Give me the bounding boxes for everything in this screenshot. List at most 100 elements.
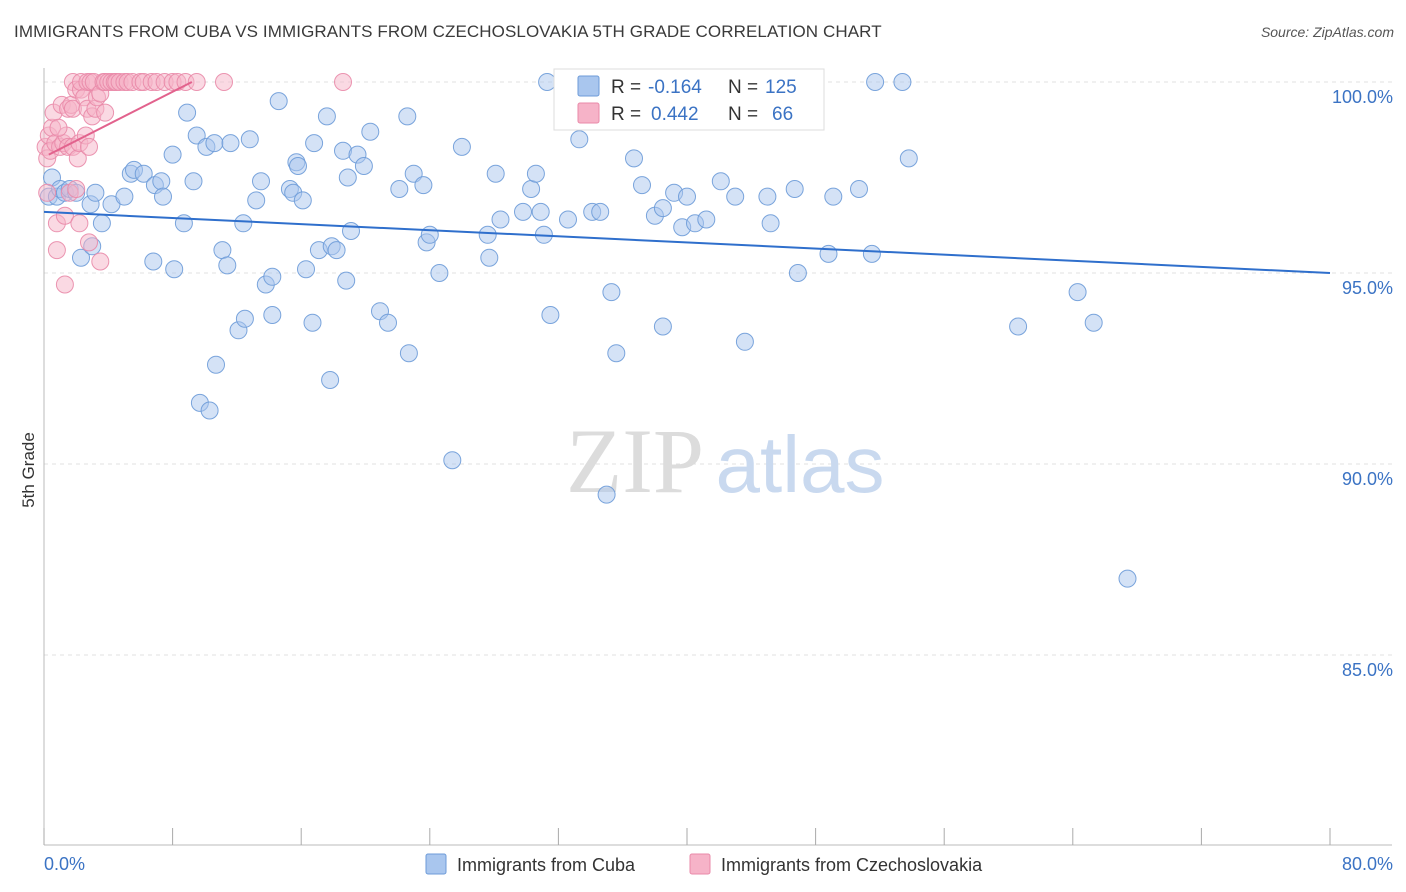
- point-cuba: [235, 309, 254, 328]
- point-czechoslovakia: [80, 233, 98, 252]
- point-cuba: [165, 260, 184, 279]
- point-cuba: [443, 451, 462, 470]
- point-cuba: [354, 157, 373, 175]
- point-cuba: [86, 183, 105, 202]
- point-cuba: [398, 107, 417, 126]
- trend-lines: [43, 81, 1331, 274]
- stats-r-label-cuba: R =: [611, 77, 641, 98]
- point-cuba: [213, 241, 232, 260]
- point-cuba: [234, 214, 253, 233]
- point-cuba: [163, 145, 182, 164]
- point-cuba: [72, 248, 90, 267]
- point-cuba: [597, 485, 616, 504]
- point-cuba: [678, 187, 696, 206]
- legend-label-czechoslovakia: Immigrants from Czechoslovakia: [721, 855, 983, 875]
- point-cuba: [178, 103, 197, 122]
- point-czechoslovakia: [96, 103, 115, 122]
- point-cuba: [152, 172, 171, 191]
- point-cuba: [305, 134, 324, 153]
- point-cuba: [893, 73, 912, 91]
- y-tick-label: 100.0%: [1332, 87, 1393, 107]
- point-cuba: [1084, 313, 1103, 332]
- source-label: Source: ZipAtlas.com: [1260, 24, 1394, 40]
- point-cuba: [317, 107, 336, 126]
- point-cuba: [785, 180, 804, 198]
- point-cuba: [607, 344, 626, 363]
- point-cuba: [1118, 569, 1137, 588]
- point-cuba: [726, 187, 745, 206]
- point-cuba: [866, 73, 885, 91]
- point-cuba: [115, 187, 134, 206]
- stats-r-value-cuba: -0.164: [648, 77, 702, 98]
- point-cuba: [240, 130, 259, 149]
- trend-line-czechoslovakia: [48, 81, 193, 156]
- point-cuba: [591, 202, 610, 221]
- stats-swatch-cuba: [577, 75, 600, 97]
- stats-n-value-czechoslovakia: 66: [772, 104, 793, 125]
- axes: [43, 68, 1392, 846]
- point-czechoslovakia: [80, 137, 98, 156]
- y-axis-label: 5th Grade: [19, 432, 38, 508]
- point-cuba: [269, 92, 288, 111]
- point-cuba: [263, 306, 282, 324]
- point-cuba: [522, 180, 541, 198]
- point-cuba: [570, 130, 589, 149]
- point-czechoslovakia: [215, 73, 233, 91]
- point-cuba: [625, 149, 643, 168]
- point-cuba: [1068, 283, 1087, 302]
- legend-swatch-czechoslovakia: [689, 853, 711, 875]
- point-cuba: [1009, 317, 1028, 336]
- point-cuba: [207, 355, 225, 374]
- legend-label-cuba: Immigrants from Cuba: [457, 855, 636, 875]
- point-cuba: [850, 180, 868, 198]
- stats-n-label-cuba: N =: [728, 77, 758, 98]
- y-tick-label: 85.0%: [1342, 660, 1393, 680]
- point-cuba: [633, 176, 651, 195]
- point-cuba: [452, 137, 471, 156]
- point-cuba: [761, 214, 780, 233]
- point-cuba: [218, 256, 237, 275]
- point-cuba: [252, 172, 270, 191]
- point-cuba: [735, 332, 754, 351]
- point-cuba: [390, 180, 409, 198]
- point-cuba: [602, 283, 621, 302]
- point-cuba: [526, 164, 545, 183]
- y-tick-labels: 100.0% 95.0% 90.0% 85.0%: [1332, 87, 1393, 680]
- point-cuba: [154, 187, 172, 206]
- point-cuba: [538, 73, 557, 91]
- legend: Immigrants from Cuba Immigrants from Cze…: [425, 853, 983, 875]
- point-cuba: [184, 172, 203, 191]
- point-cuba: [653, 199, 672, 218]
- point-czechoslovakia: [49, 118, 68, 137]
- stats-swatch-czechoslovakia: [577, 102, 600, 124]
- watermark-zip: ZIP: [566, 410, 704, 512]
- point-cuba: [480, 248, 499, 267]
- point-czechoslovakia: [38, 183, 57, 202]
- stats-r-label-czechoslovakia: R =: [611, 104, 641, 125]
- point-cuba: [321, 371, 340, 389]
- point-cuba: [414, 176, 433, 195]
- trend-line-cuba: [43, 210, 1331, 274]
- point-cuba: [788, 264, 807, 282]
- point-cuba: [134, 164, 153, 183]
- point-cuba: [361, 122, 380, 141]
- stats-n-label-czechoslovakia: N =: [728, 104, 758, 125]
- point-cuba: [478, 225, 497, 244]
- grid-lines: [44, 81, 1392, 656]
- stats-r-value-czechoslovakia: 0.442: [651, 104, 699, 125]
- point-cuba: [92, 214, 111, 233]
- point-cuba: [303, 313, 322, 332]
- point-czechoslovakia: [70, 214, 89, 233]
- point-cuba: [430, 264, 449, 282]
- point-cuba: [758, 187, 777, 206]
- point-cuba: [420, 225, 439, 244]
- point-cuba: [337, 271, 356, 290]
- point-czechoslovakia: [47, 241, 66, 260]
- point-cuba: [200, 401, 219, 420]
- point-cuba: [293, 191, 312, 210]
- x-tick-label: 80.0%: [1342, 854, 1393, 874]
- point-cuba: [379, 313, 397, 332]
- point-czechoslovakia: [67, 180, 86, 198]
- point-cuba: [486, 164, 505, 183]
